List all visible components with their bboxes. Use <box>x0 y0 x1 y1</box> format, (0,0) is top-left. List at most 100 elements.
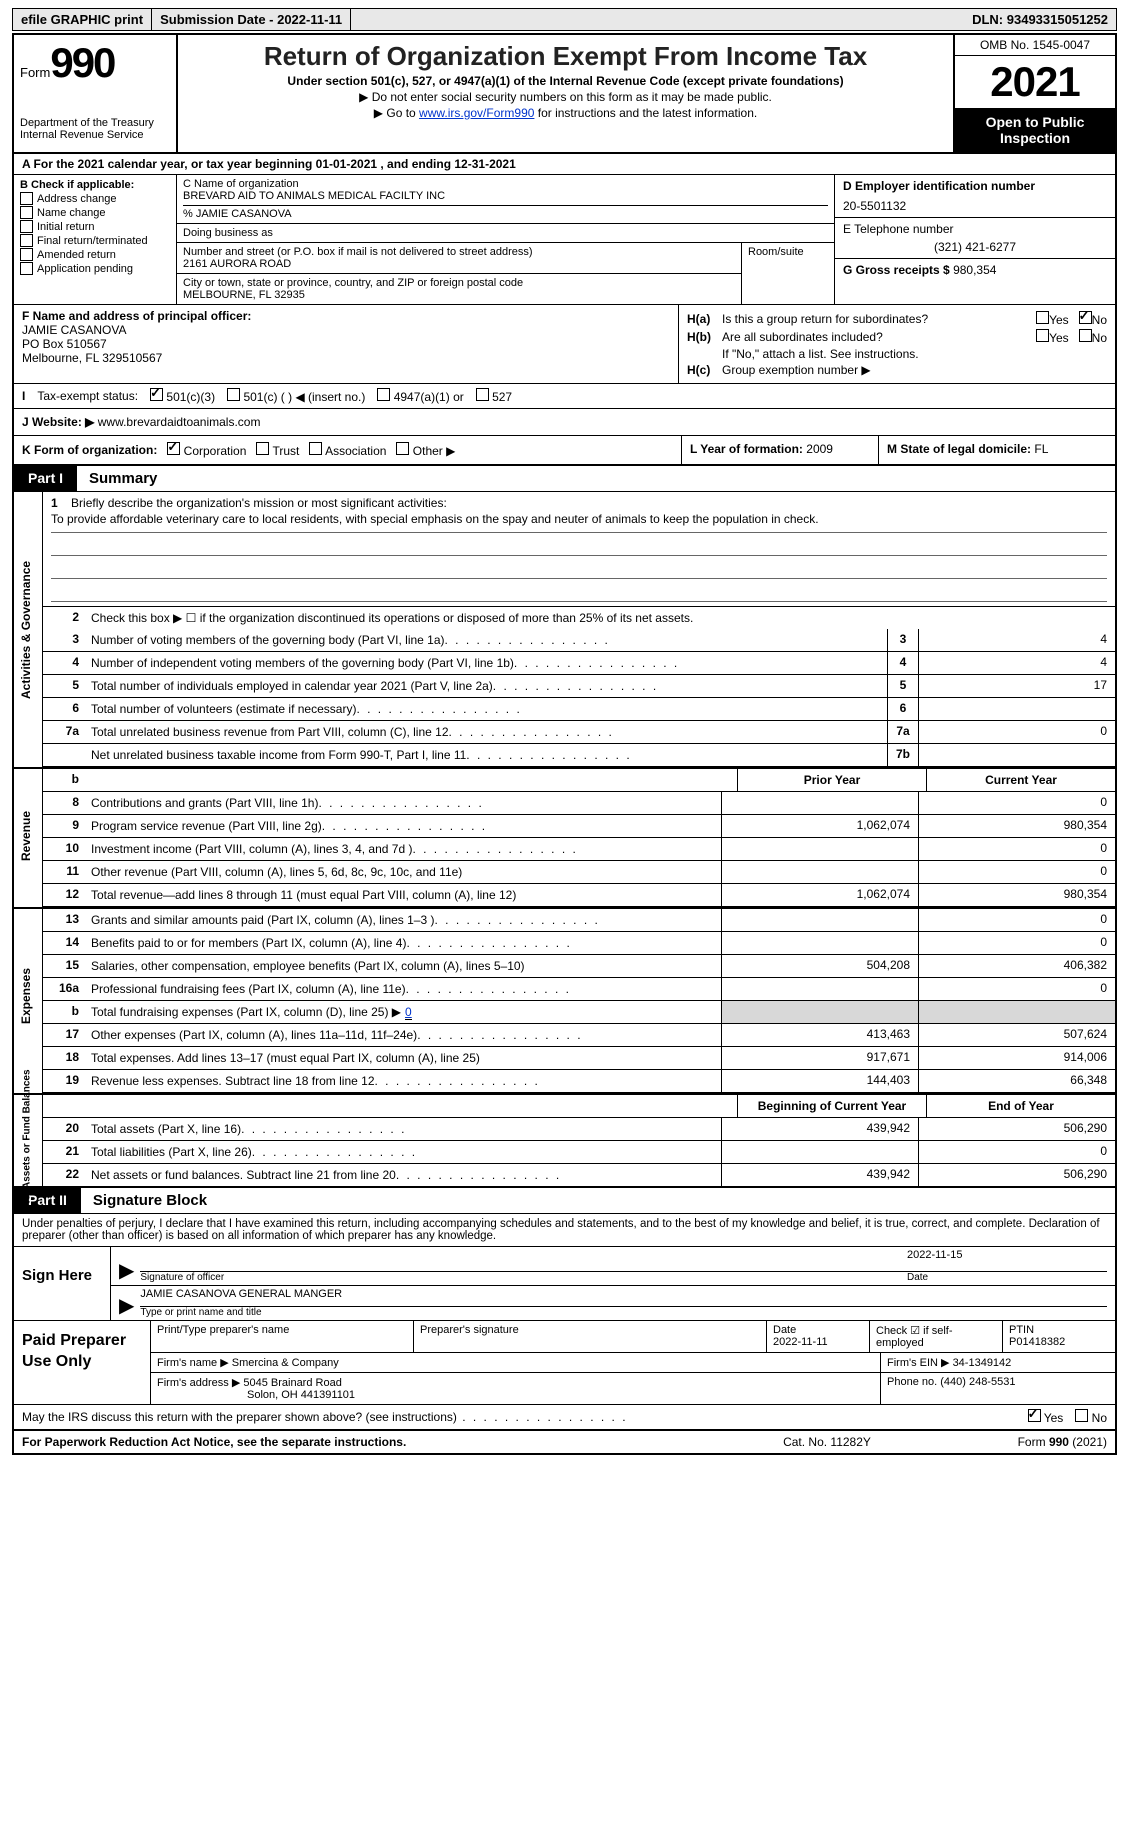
current-year-header: Current Year <box>926 769 1115 791</box>
cb-address-change[interactable] <box>20 192 33 205</box>
line-20: Total assets (Part X, line 16) <box>85 1118 721 1140</box>
part-1-header: Part I Summary <box>14 464 1115 492</box>
officer-addr2: Melbourne, FL 329510567 <box>22 351 670 365</box>
dln: DLN: 93493315051252 <box>351 9 1116 30</box>
irs-link[interactable]: www.irs.gov/Form990 <box>419 106 534 120</box>
col-h: H(a) Is this a group return for subordin… <box>679 305 1115 383</box>
vtab-net-assets: Net Assets or Fund Balances <box>14 1095 43 1186</box>
cb-hb-yes[interactable] <box>1036 329 1049 342</box>
prep-name-label: Print/Type preparer's name <box>151 1321 414 1352</box>
line-4: Number of independent voting members of … <box>85 652 887 674</box>
hc-label: H(c) <box>687 363 722 377</box>
cb-discuss-no[interactable] <box>1075 1409 1088 1422</box>
title-block: Return of Organization Exempt From Incom… <box>178 35 955 152</box>
website-label: Website: ▶ <box>32 415 94 429</box>
cb-discuss-yes[interactable] <box>1028 1409 1041 1422</box>
arrow-icon: ▶ <box>119 1258 134 1283</box>
cb-name-change[interactable] <box>20 206 33 219</box>
omb-number: OMB No. 1545-0047 <box>955 35 1115 56</box>
line-7b-val <box>918 744 1115 766</box>
irs-label: Internal Revenue Service <box>20 129 170 141</box>
room-suite: Room/suite <box>741 243 834 304</box>
cb-other[interactable] <box>396 442 409 455</box>
vtab-governance: Activities & Governance <box>14 492 43 767</box>
line-5-val: 17 <box>918 675 1115 697</box>
line-2: Check this box ▶ ☐ if the organization d… <box>85 607 1115 629</box>
line-15: Salaries, other compensation, employee b… <box>85 955 721 977</box>
hb-text: Are all subordinates included? <box>722 330 1036 344</box>
phone-label: E Telephone number <box>843 222 1107 236</box>
prep-sig-label: Preparer's signature <box>414 1321 767 1352</box>
ein-label: D Employer identification number <box>843 179 1107 193</box>
line-3-val: 4 <box>918 629 1115 651</box>
cb-amended[interactable] <box>20 248 33 261</box>
form-990-page: efile GRAPHIC print Submission Date - 20… <box>0 0 1129 1463</box>
firm-phone: (440) 248-5531 <box>940 1376 1015 1388</box>
line-5: Total number of individuals employed in … <box>85 675 887 697</box>
open-to-public: Open to Public Inspection <box>955 108 1115 152</box>
cb-hb-no[interactable] <box>1079 329 1092 342</box>
hb-note: If "No," attach a list. See instructions… <box>722 347 1107 361</box>
cb-initial-return[interactable] <box>20 220 33 233</box>
tax-status-label: Tax-exempt status: <box>37 389 138 403</box>
cb-501c[interactable] <box>227 388 240 401</box>
city-label: City or town, state or province, country… <box>183 277 735 289</box>
street-address: 2161 AURORA ROAD <box>183 258 735 270</box>
col-de: D Employer identification number 20-5501… <box>834 175 1115 304</box>
ha-text: Is this a group return for subordinates? <box>722 312 1036 326</box>
city-state-zip: MELBOURNE, FL 32935 <box>183 289 735 301</box>
officer-name-title: JAMIE CASANOVA GENERAL MANGER <box>140 1288 1107 1307</box>
signature-declaration: Under penalties of perjury, I declare th… <box>14 1214 1115 1246</box>
submission-date: Submission Date - 2022-11-11 <box>152 9 351 30</box>
net-assets-section: Net Assets or Fund Balances Beginning of… <box>14 1095 1115 1186</box>
cb-association[interactable] <box>309 442 322 455</box>
cb-corporation[interactable] <box>167 442 180 455</box>
officer-name: JAMIE CASANOVA <box>22 323 670 337</box>
col-b-label: B Check if applicable: <box>20 179 170 191</box>
line-7a: Total unrelated business revenue from Pa… <box>85 721 887 743</box>
dba-label: Doing business as <box>183 227 828 239</box>
cb-ha-no[interactable] <box>1079 311 1092 324</box>
line-13: Grants and similar amounts paid (Part IX… <box>85 909 721 931</box>
form-word: Form <box>20 65 50 80</box>
cb-4947[interactable] <box>377 388 390 401</box>
form-id-block: Form990 Department of the Treasury Inter… <box>14 35 178 152</box>
vtab-revenue: Revenue <box>14 769 43 907</box>
line-11: Other revenue (Part VIII, column (A), li… <box>85 861 721 883</box>
line-12: Total revenue—add lines 8 through 11 (mu… <box>85 884 721 906</box>
care-of: % JAMIE CASANOVA <box>183 205 828 220</box>
line-4-val: 4 <box>918 652 1115 674</box>
row-a-calendar-year: A For the 2021 calendar year, or tax yea… <box>14 154 1115 175</box>
vtab-expenses: Expenses <box>14 909 43 1093</box>
cb-trust[interactable] <box>256 442 269 455</box>
ha-label: H(a) <box>687 312 722 326</box>
line-6-val <box>918 698 1115 720</box>
cb-501c3[interactable] <box>150 388 163 401</box>
line-6: Total number of volunteers (estimate if … <box>85 698 887 720</box>
col-f-officer: F Name and address of principal officer:… <box>14 305 679 383</box>
line-14: Benefits paid to or for members (Part IX… <box>85 932 721 954</box>
efile-print: efile GRAPHIC print <box>13 9 152 30</box>
firm-name: Smercina & Company <box>232 1357 339 1369</box>
line-16b: Total fundraising expenses (Part IX, col… <box>85 1001 721 1023</box>
begin-year-header: Beginning of Current Year <box>737 1095 926 1117</box>
phone-value: (321) 421-6277 <box>843 240 1107 254</box>
officer-label: F Name and address of principal officer: <box>22 309 670 323</box>
line-18: Total expenses. Add lines 13–17 (must eq… <box>85 1047 721 1069</box>
line-7b: Net unrelated business taxable income fr… <box>85 744 887 766</box>
cb-ha-yes[interactable] <box>1036 311 1049 324</box>
cb-final-return[interactable] <box>20 234 33 247</box>
cb-application[interactable] <box>20 262 33 275</box>
line-17: Other expenses (Part IX, column (A), lin… <box>85 1024 721 1046</box>
line-3: Number of voting members of the governin… <box>85 629 887 651</box>
revenue-section: Revenue bPrior YearCurrent Year 8Contrib… <box>14 769 1115 907</box>
state-domicile: FL <box>1034 442 1048 456</box>
cb-527[interactable] <box>476 388 489 401</box>
line-7a-val: 0 <box>918 721 1115 743</box>
year-formation: 2009 <box>806 442 833 456</box>
col-c-org-info: C Name of organization BREVARD AID TO AN… <box>177 175 834 304</box>
line-8: Contributions and grants (Part VIII, lin… <box>85 792 721 814</box>
part-1-badge: Part I <box>14 466 77 491</box>
part-2-header: Part II Signature Block <box>14 1186 1115 1214</box>
line-9: Program service revenue (Part VIII, line… <box>85 815 721 837</box>
